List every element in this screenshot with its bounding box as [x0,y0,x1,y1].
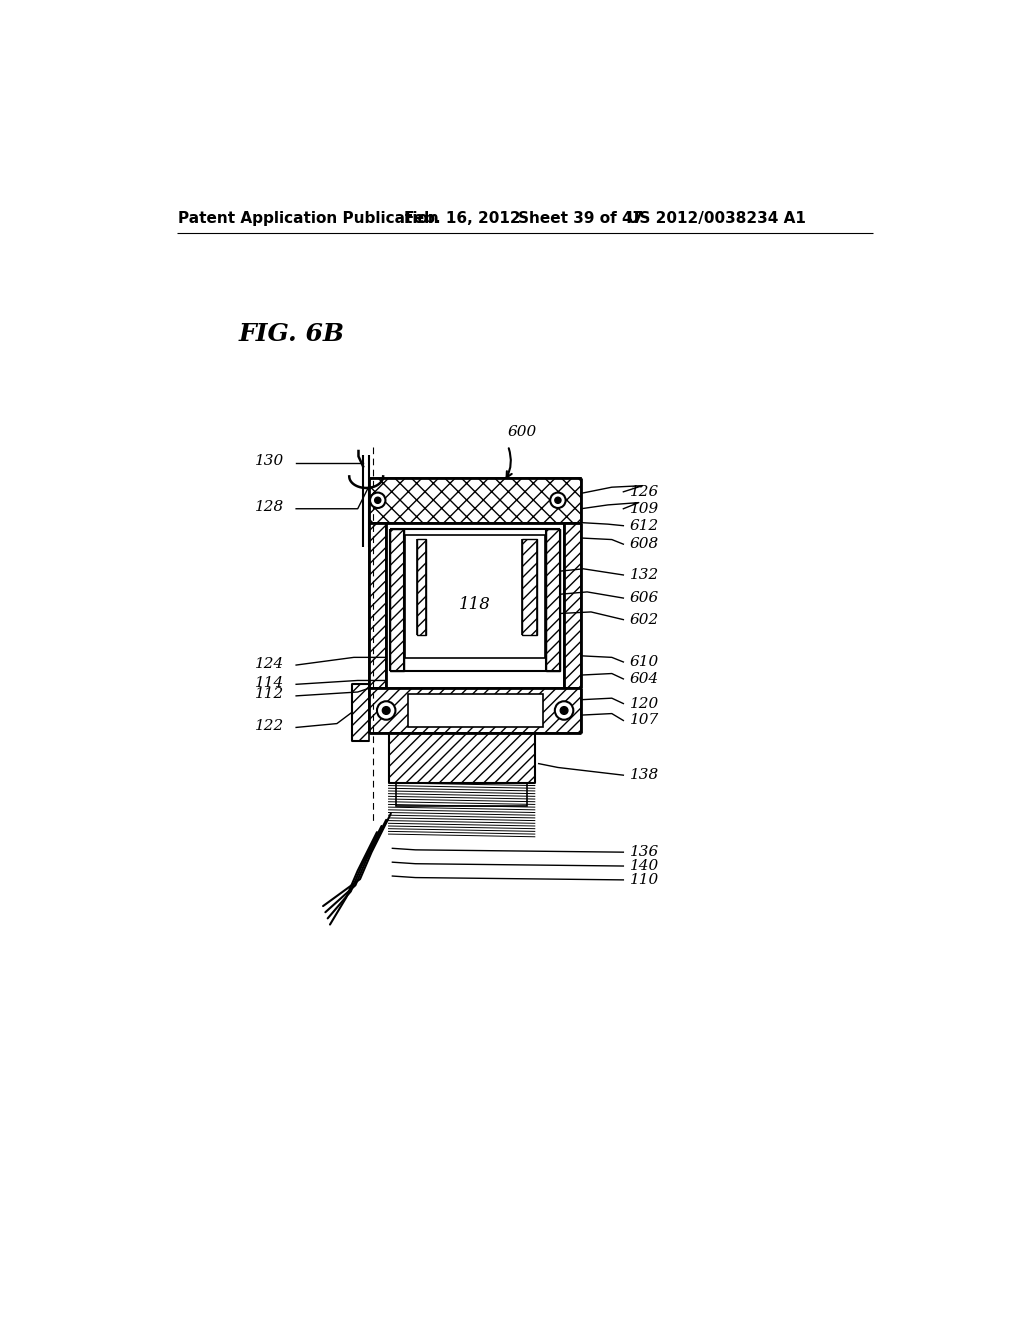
Text: 109: 109 [630,502,658,516]
Bar [408,694,543,726]
Text: 120: 120 [630,697,658,710]
Text: 124: 124 [255,656,285,671]
Text: 136: 136 [630,845,658,859]
Text: 130: 130 [255,454,285,469]
Bar [386,523,564,688]
Bar [352,684,370,741]
Text: 107: 107 [630,714,658,727]
Text: 610: 610 [630,655,658,669]
Text: 114: 114 [255,676,285,690]
Text: Sheet 39 of 47: Sheet 39 of 47 [518,211,643,226]
Bar [396,783,527,807]
Text: US 2012/0038234 A1: US 2012/0038234 A1 [628,211,806,226]
Text: 608: 608 [630,537,658,552]
Bar [564,523,581,688]
Circle shape [382,706,390,714]
Circle shape [370,492,385,508]
Text: 138: 138 [630,768,658,783]
Text: 602: 602 [630,612,658,627]
Text: 604: 604 [630,672,658,686]
Text: FIG. 6B: FIG. 6B [239,322,344,346]
Text: 612: 612 [630,519,658,533]
Bar [370,478,581,523]
Text: 122: 122 [255,719,285,733]
Bar [547,529,560,671]
Bar [406,535,545,659]
Circle shape [555,701,573,719]
Circle shape [375,498,381,503]
Text: 140: 140 [630,859,658,873]
Bar [370,688,581,733]
Bar [390,529,403,671]
Bar [388,733,535,783]
Circle shape [550,492,565,508]
Bar [521,539,538,635]
Bar [417,539,426,635]
Text: 600: 600 [508,425,538,438]
Text: 126: 126 [630,484,658,499]
Bar [370,523,386,688]
Text: 112: 112 [255,688,285,701]
Text: 606: 606 [630,591,658,605]
Text: Feb. 16, 2012: Feb. 16, 2012 [403,211,520,226]
Text: 128: 128 [255,500,285,515]
Circle shape [377,701,395,719]
Circle shape [555,498,561,503]
Text: 110: 110 [630,873,658,887]
Text: 132: 132 [630,568,658,582]
Text: Patent Application Publication: Patent Application Publication [178,211,439,226]
Circle shape [560,706,568,714]
Text: 118: 118 [459,595,490,612]
